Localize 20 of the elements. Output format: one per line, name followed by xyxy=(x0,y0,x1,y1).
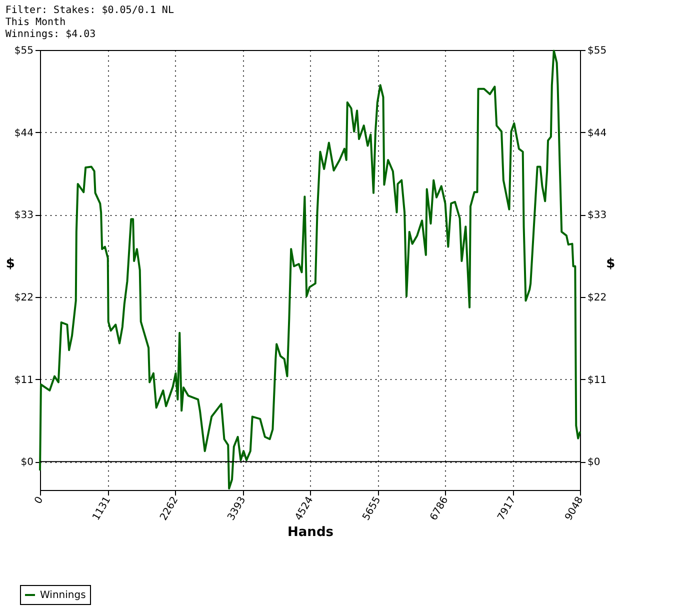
x-axis-title: Hands xyxy=(288,525,334,540)
x-tick-label: 0 xyxy=(32,495,46,506)
y2-tick-label: $55 xyxy=(588,46,607,56)
legend-label: Winnings xyxy=(40,590,86,601)
y-tick-label: $22 xyxy=(14,292,34,304)
y2-tick-label: $44 xyxy=(588,128,607,139)
text: This Month xyxy=(5,17,66,28)
y2-tick-label: $33 xyxy=(588,210,607,222)
y-tick-label: $11 xyxy=(14,374,34,386)
y2-tick-label: $22 xyxy=(588,292,607,304)
y-tick-label: $0 xyxy=(20,457,34,468)
y2-tick-label: $11 xyxy=(588,374,607,386)
y2-tick-label: $0 xyxy=(588,457,600,468)
text: Filter: Stakes: $0.05/0.1 NL xyxy=(5,5,174,16)
y-tick-label: $33 xyxy=(14,210,34,222)
y-tick-label: $55 xyxy=(14,46,34,56)
y-tick-label: $44 xyxy=(14,128,34,139)
text: Winnings: $4.03 xyxy=(5,29,96,40)
y2-axis-title: $ xyxy=(606,256,616,272)
y-axis-title: $ xyxy=(6,256,15,272)
